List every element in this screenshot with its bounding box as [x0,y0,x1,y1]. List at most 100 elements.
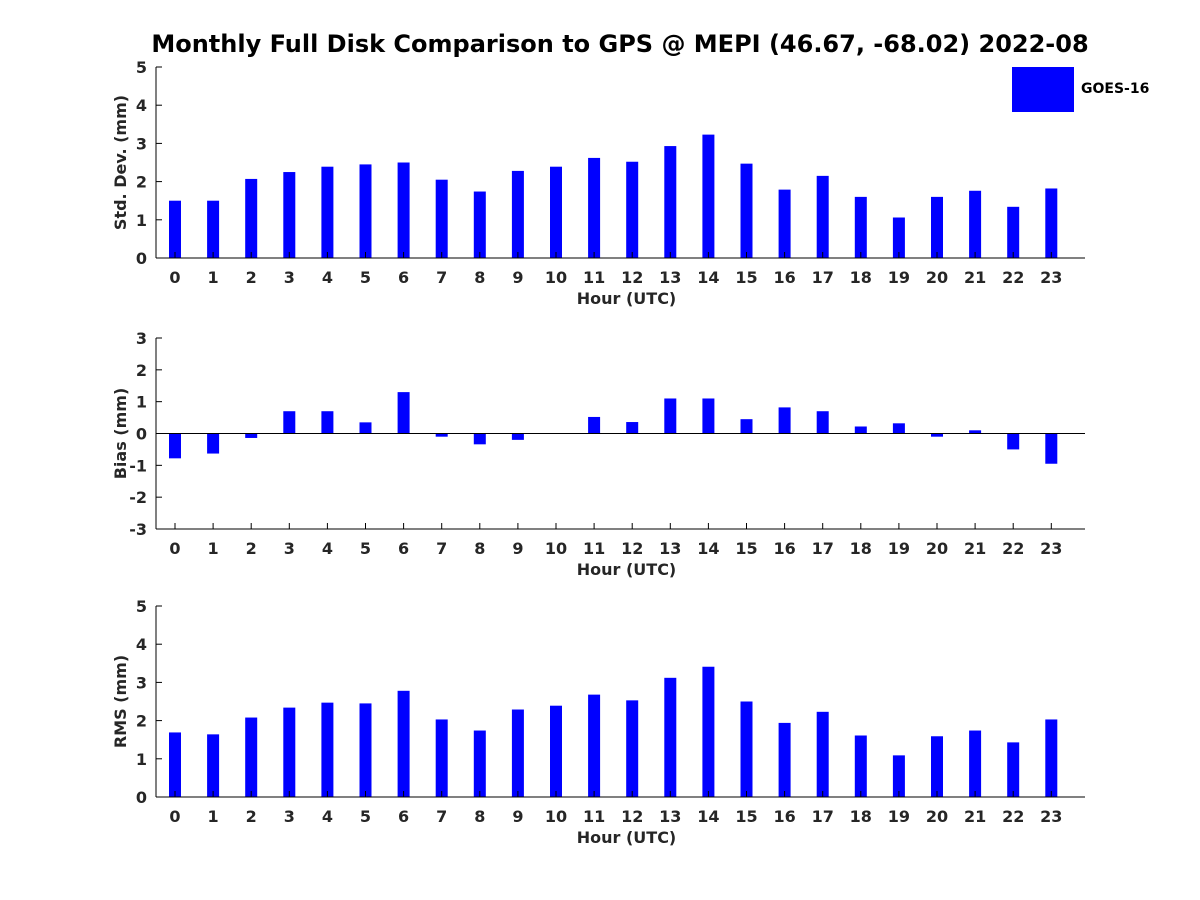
x-tick-label: 0 [169,539,180,558]
x-tick-label: 5 [360,539,371,558]
y-tick-label: 0 [136,425,147,444]
bar-11 [588,157,601,258]
bar-14 [702,134,715,258]
x-tick-label: 4 [322,539,333,558]
x-tick-label: 2 [246,539,257,558]
bar-15 [740,419,753,434]
x-tick-label: 15 [735,268,757,287]
y-tick-label: -1 [129,456,147,475]
x-tick-label: 8 [474,268,485,287]
bar-3 [283,411,296,434]
x-tick-label: 16 [773,268,795,287]
x-tick-label: 21 [964,539,986,558]
y-tick-label: 2 [136,712,147,731]
bar-3 [283,172,296,258]
bar-7 [435,433,448,437]
x-tick-label: 12 [621,539,643,558]
bar-12 [626,700,639,797]
legend: GOES-16 [1012,67,1192,112]
bar-10 [550,166,562,258]
bar-12 [626,422,639,434]
bar-9 [511,709,524,797]
x-axis-label: Hour (UTC) [577,560,677,579]
bar-18 [854,196,867,258]
bar-2 [245,178,258,258]
bar-23 [1045,433,1058,464]
x-tick-label: 0 [169,268,180,287]
legend-label: GOES-16 [1081,81,1150,97]
bar-16 [778,722,791,797]
x-tick-label: 6 [398,807,409,826]
x-tick-label: 2 [246,807,257,826]
bar-17 [816,175,829,258]
bar-5 [359,164,372,258]
x-tick-label: 18 [850,268,872,287]
bar-5 [359,703,372,797]
bar-19 [892,217,905,258]
y-tick-label: 3 [136,673,147,692]
y-tick-label: 4 [136,635,147,654]
x-axis-label: Hour (UTC) [577,289,677,308]
bar-0 [169,200,181,258]
x-tick-label: 21 [964,268,986,287]
bar-22 [1007,206,1020,258]
x-tick-label: 10 [545,268,567,287]
x-tick-label: 4 [322,807,333,826]
bar-11 [588,694,601,797]
bar-21 [969,730,982,797]
x-tick-label: 7 [436,539,447,558]
bar-6 [397,392,410,434]
bar-6 [397,690,410,797]
x-tick-label: 9 [512,268,523,287]
x-tick-label: 1 [208,807,219,826]
x-tick-label: 13 [659,539,681,558]
x-tick-label: 20 [926,807,948,826]
x-tick-label: 10 [545,539,567,558]
bar-20 [931,196,943,258]
y-tick-label: 4 [136,96,147,115]
bar-18 [854,426,867,434]
bar-9 [511,433,524,440]
x-tick-label: 5 [360,807,371,826]
x-tick-label: 23 [1040,268,1062,287]
bar-14 [702,398,715,434]
bar-4 [321,166,334,258]
x-tick-label: 1 [208,539,219,558]
x-tick-label: 8 [474,539,485,558]
y-tick-label: -3 [129,520,147,539]
bar-17 [816,411,829,434]
x-tick-label: 15 [735,807,757,826]
y-tick-label: 3 [136,329,147,348]
x-axis-label: Hour (UTC) [577,828,677,847]
x-tick-label: 11 [583,807,605,826]
bar-1 [207,734,220,797]
x-tick-label: 9 [512,539,523,558]
x-tick-label: 3 [284,268,295,287]
x-tick-label: 20 [926,539,948,558]
x-tick-label: 3 [284,807,295,826]
bar-13 [664,677,677,797]
bar-15 [740,163,753,258]
bar-20 [931,433,943,437]
x-tick-label: 7 [436,268,447,287]
x-tick-label: 17 [812,539,834,558]
x-tick-label: 23 [1040,539,1062,558]
bar-23 [1045,719,1058,797]
bar-18 [854,735,867,797]
page-title: Monthly Full Disk Comparison to GPS @ ME… [151,30,1089,58]
legend-swatch [1012,67,1074,112]
x-tick-label: 17 [812,807,834,826]
x-tick-label: 3 [284,539,295,558]
bar-22 [1007,433,1020,450]
x-tick-label: 17 [812,268,834,287]
bar-19 [892,755,905,797]
x-tick-label: 13 [659,268,681,287]
x-tick-label: 2 [246,268,257,287]
bar-21 [969,430,982,434]
x-tick-label: 18 [850,539,872,558]
x-tick-label: 20 [926,268,948,287]
bar-17 [816,711,829,797]
